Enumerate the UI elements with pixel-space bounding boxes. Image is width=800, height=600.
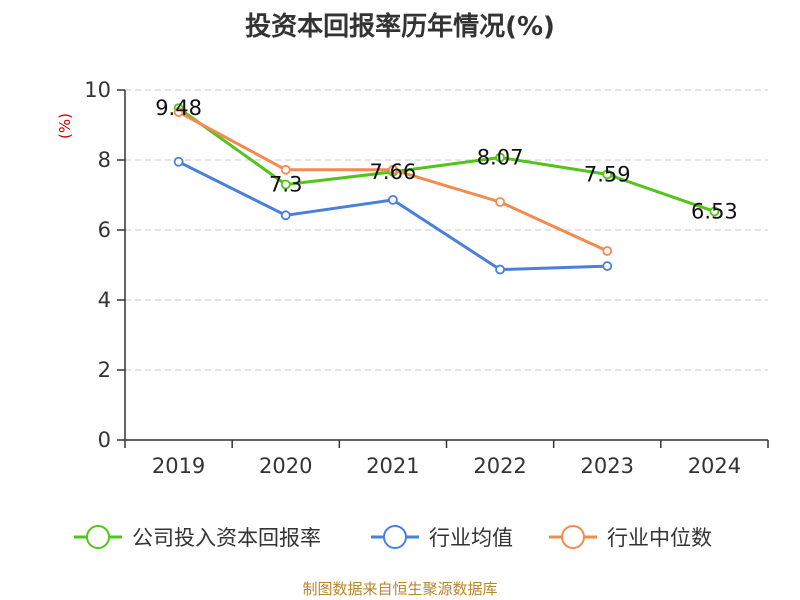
chart-title: 投资本回报率历年情况(%) bbox=[245, 12, 555, 42]
x-tick-label: 2022 bbox=[473, 454, 526, 478]
legend-label: 行业中位数 bbox=[607, 526, 712, 550]
data-point bbox=[173, 156, 184, 167]
data-label: 7.59 bbox=[584, 162, 631, 186]
y-tick-label: 10 bbox=[84, 78, 111, 102]
data-labels: 9.48 7.3 7.66 8.07 7.59 6.53 bbox=[155, 96, 738, 223]
y-tick-label: 2 bbox=[98, 358, 111, 382]
x-tick-label: 2023 bbox=[581, 454, 634, 478]
data-label: 7.66 bbox=[370, 160, 417, 184]
data-label: 9.48 bbox=[155, 96, 202, 120]
data-point bbox=[280, 179, 291, 190]
legend-label: 行业均值 bbox=[429, 526, 513, 550]
x-tick-label: 2019 bbox=[152, 454, 205, 478]
y-axis-label: (%) bbox=[56, 113, 74, 139]
data-point bbox=[602, 169, 613, 180]
legend: 公司投入资本回报率 行业均值 行业中位数 bbox=[74, 525, 712, 550]
data-point bbox=[709, 206, 720, 217]
y-tick-label: 8 bbox=[98, 148, 111, 172]
data-point bbox=[388, 194, 398, 205]
x-tick-label: 2021 bbox=[366, 454, 419, 478]
legend-marker bbox=[561, 525, 585, 549]
data-point bbox=[495, 152, 505, 163]
data-label: 6.53 bbox=[691, 199, 738, 223]
y-tick-label: 0 bbox=[98, 428, 111, 452]
y-tick-label: 6 bbox=[98, 218, 111, 242]
data-point bbox=[280, 164, 291, 175]
data-point bbox=[388, 164, 398, 175]
series-line-0 bbox=[177, 106, 715, 213]
data-point bbox=[495, 197, 505, 207]
data-point bbox=[280, 210, 291, 221]
x-tick-label: 2024 bbox=[688, 454, 741, 478]
data-point bbox=[173, 107, 184, 117]
series-layer bbox=[173, 103, 720, 275]
data-point bbox=[602, 246, 613, 256]
legend-marker bbox=[86, 525, 110, 549]
legend-label: 公司投入资本回报率 bbox=[132, 526, 321, 550]
y-tick-label: 4 bbox=[98, 288, 111, 312]
data-label: 7.3 bbox=[269, 173, 302, 197]
legend-marker bbox=[383, 525, 407, 549]
source-note: 制图数据来自恒生聚源数据库 bbox=[302, 580, 498, 598]
grid-lines bbox=[125, 89, 768, 371]
data-point bbox=[495, 264, 505, 275]
x-tick-label: 2020 bbox=[259, 454, 312, 478]
axes: 0 2 4 6 8 10 (%) 2019 2020 2021 2022 2023 2024 bbox=[56, 78, 769, 478]
data-point bbox=[602, 261, 613, 271]
data-label: 8.07 bbox=[477, 146, 524, 170]
